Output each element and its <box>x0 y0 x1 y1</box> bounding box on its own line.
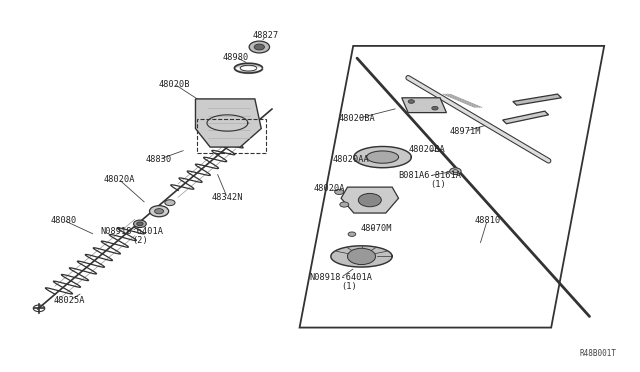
Polygon shape <box>402 98 447 113</box>
Text: 48020A: 48020A <box>103 175 134 184</box>
Text: 48080: 48080 <box>50 216 76 225</box>
Text: 48020BA: 48020BA <box>339 114 376 123</box>
Text: 48020B: 48020B <box>159 80 190 89</box>
Circle shape <box>249 41 269 53</box>
Text: 48830: 48830 <box>146 155 172 164</box>
Text: 48971M: 48971M <box>450 126 481 136</box>
Polygon shape <box>341 187 399 213</box>
Text: 48020A: 48020A <box>314 185 346 193</box>
Text: 48025A: 48025A <box>54 296 85 305</box>
Circle shape <box>254 44 264 50</box>
Text: (1): (1) <box>430 180 446 189</box>
Text: 48810: 48810 <box>474 216 500 225</box>
Circle shape <box>408 100 415 103</box>
Polygon shape <box>195 99 261 147</box>
Text: N08918-6401A: N08918-6401A <box>309 273 372 282</box>
Circle shape <box>150 206 169 217</box>
Bar <box>197 119 266 153</box>
Text: 48070M: 48070M <box>360 224 392 233</box>
Polygon shape <box>513 94 561 105</box>
Text: 48980: 48980 <box>223 52 249 61</box>
Text: 48827: 48827 <box>253 31 279 41</box>
Circle shape <box>348 232 356 236</box>
Polygon shape <box>331 246 392 267</box>
Circle shape <box>450 168 461 174</box>
Circle shape <box>348 248 376 264</box>
Text: (2): (2) <box>132 236 148 245</box>
Circle shape <box>155 209 164 214</box>
Circle shape <box>134 220 147 228</box>
Circle shape <box>432 106 438 110</box>
Circle shape <box>340 202 349 207</box>
Text: B081A6-8161A: B081A6-8161A <box>398 171 461 180</box>
Polygon shape <box>354 147 412 168</box>
Polygon shape <box>502 111 548 124</box>
Text: 48342N: 48342N <box>212 193 243 202</box>
Text: 48020BA: 48020BA <box>409 145 445 154</box>
Text: N08918-6401A: N08918-6401A <box>100 227 163 236</box>
Text: (1): (1) <box>341 282 356 291</box>
Polygon shape <box>367 151 399 163</box>
Circle shape <box>137 222 143 226</box>
Circle shape <box>165 200 175 206</box>
Circle shape <box>335 189 344 195</box>
Text: 48020AA: 48020AA <box>332 155 369 164</box>
Circle shape <box>358 193 381 207</box>
Text: R48B001T: R48B001T <box>580 349 617 358</box>
